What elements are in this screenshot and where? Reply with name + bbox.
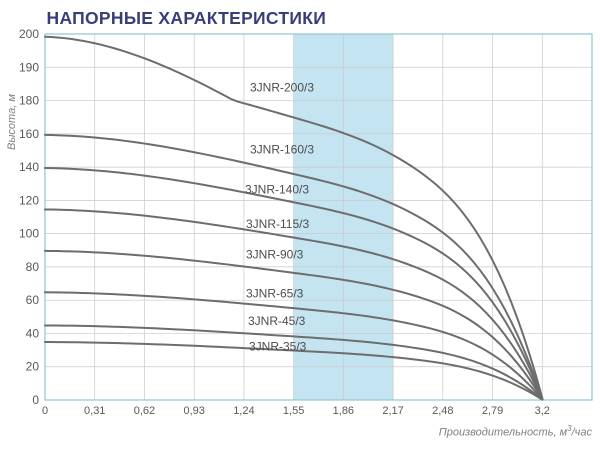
svg-text:0,93: 0,93 xyxy=(183,405,204,417)
svg-text:3JNR-65/3: 3JNR-65/3 xyxy=(246,287,304,301)
svg-text:2,79: 2,79 xyxy=(482,405,503,417)
svg-text:3JNR-115/3: 3JNR-115/3 xyxy=(246,217,309,231)
svg-text:2,48: 2,48 xyxy=(432,405,453,417)
svg-text:3JNR-160/3: 3JNR-160/3 xyxy=(250,143,314,157)
svg-text:160: 160 xyxy=(19,127,39,141)
svg-text:120: 120 xyxy=(19,193,39,207)
svg-text:140: 140 xyxy=(19,160,39,174)
svg-text:3JNR-35/3: 3JNR-35/3 xyxy=(249,340,307,354)
svg-text:3JNR-200/3: 3JNR-200/3 xyxy=(250,81,314,95)
svg-text:0,62: 0,62 xyxy=(134,405,155,417)
svg-text:1,24: 1,24 xyxy=(233,405,254,417)
svg-text:180: 180 xyxy=(19,94,39,108)
svg-text:3JNR-140/3: 3JNR-140/3 xyxy=(245,183,309,197)
svg-text:3,2: 3,2 xyxy=(535,405,550,417)
svg-text:0: 0 xyxy=(32,393,39,407)
svg-text:190: 190 xyxy=(19,60,39,74)
svg-text:3JNR-90/3: 3JNR-90/3 xyxy=(246,248,304,262)
svg-text:200: 200 xyxy=(19,27,39,41)
svg-text:0: 0 xyxy=(42,405,48,417)
svg-text:0,31: 0,31 xyxy=(84,405,105,417)
svg-text:60: 60 xyxy=(26,293,40,307)
svg-text:1,86: 1,86 xyxy=(333,405,354,417)
svg-text:1,55: 1,55 xyxy=(283,405,304,417)
svg-text:80: 80 xyxy=(26,260,40,274)
svg-text:100: 100 xyxy=(19,227,39,241)
svg-text:3JNR-45/3: 3JNR-45/3 xyxy=(248,314,306,328)
svg-text:40: 40 xyxy=(26,326,40,340)
svg-text:20: 20 xyxy=(26,360,40,374)
svg-text:2,17: 2,17 xyxy=(382,405,403,417)
